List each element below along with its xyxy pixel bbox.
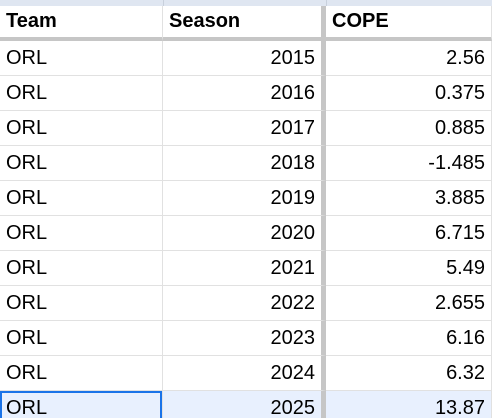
- cell-cope[interactable]: 3.885: [326, 181, 492, 216]
- header-cell-season[interactable]: Season: [163, 6, 326, 41]
- cell-season[interactable]: 2022: [163, 286, 326, 321]
- cell-season[interactable]: 2024: [163, 356, 326, 391]
- cell-season[interactable]: 2017: [163, 111, 326, 146]
- cell-cope[interactable]: 2.655: [326, 286, 492, 321]
- cell-season[interactable]: 2016: [163, 76, 326, 111]
- cell-team[interactable]: ORL: [0, 251, 163, 286]
- table-row-selected: ORL 2025 13.87: [0, 391, 492, 418]
- cell-cope[interactable]: 0.375: [326, 76, 492, 111]
- cell-season[interactable]: 2019: [163, 181, 326, 216]
- data-grid: Team Season COPE ORL 2015 2.56 ORL 2016 …: [0, 6, 492, 418]
- column-header-strip: [0, 0, 492, 6]
- table-row: ORL 2024 6.32: [0, 356, 492, 391]
- cell-team-active[interactable]: ORL: [0, 391, 163, 418]
- grid-body: ORL 2015 2.56 ORL 2016 0.375 ORL 2017 0.…: [0, 41, 492, 418]
- column-header-separator: [163, 0, 164, 6]
- cell-team[interactable]: ORL: [0, 111, 163, 146]
- cell-cope[interactable]: 6.32: [326, 356, 492, 391]
- cell-season[interactable]: 2018: [163, 146, 326, 181]
- cell-team[interactable]: ORL: [0, 286, 163, 321]
- table-row: ORL 2021 5.49: [0, 251, 492, 286]
- cell-cope[interactable]: 6.16: [326, 321, 492, 356]
- cell-season[interactable]: 2023: [163, 321, 326, 356]
- table-row: ORL 2018 -1.485: [0, 146, 492, 181]
- cell-cope[interactable]: 6.715: [326, 216, 492, 251]
- table-row: ORL 2020 6.715: [0, 216, 492, 251]
- table-row: ORL 2023 6.16: [0, 321, 492, 356]
- column-header-separator: [326, 0, 327, 6]
- cell-team[interactable]: ORL: [0, 356, 163, 391]
- cell-season[interactable]: 2021: [163, 251, 326, 286]
- cell-season[interactable]: 2020: [163, 216, 326, 251]
- table-row: ORL 2015 2.56: [0, 41, 492, 76]
- cell-season[interactable]: 2015: [163, 41, 326, 76]
- cell-cope[interactable]: 0.885: [326, 111, 492, 146]
- cell-team[interactable]: ORL: [0, 146, 163, 181]
- table-row: ORL 2022 2.655: [0, 286, 492, 321]
- header-cell-cope[interactable]: COPE: [326, 6, 492, 41]
- cell-team[interactable]: ORL: [0, 216, 163, 251]
- cell-cope[interactable]: 5.49: [326, 251, 492, 286]
- cell-team[interactable]: ORL: [0, 181, 163, 216]
- header-row: Team Season COPE: [0, 6, 492, 41]
- header-cell-team[interactable]: Team: [0, 6, 163, 41]
- table-row: ORL 2019 3.885: [0, 181, 492, 216]
- cell-season[interactable]: 2025: [163, 391, 326, 418]
- table-row: ORL 2016 0.375: [0, 76, 492, 111]
- cell-team[interactable]: ORL: [0, 41, 163, 76]
- cell-cope[interactable]: 13.87: [326, 391, 492, 418]
- cell-team[interactable]: ORL: [0, 76, 163, 111]
- table-row: ORL 2017 0.885: [0, 111, 492, 146]
- cell-team[interactable]: ORL: [0, 321, 163, 356]
- cell-cope[interactable]: -1.485: [326, 146, 492, 181]
- cell-cope[interactable]: 2.56: [326, 41, 492, 76]
